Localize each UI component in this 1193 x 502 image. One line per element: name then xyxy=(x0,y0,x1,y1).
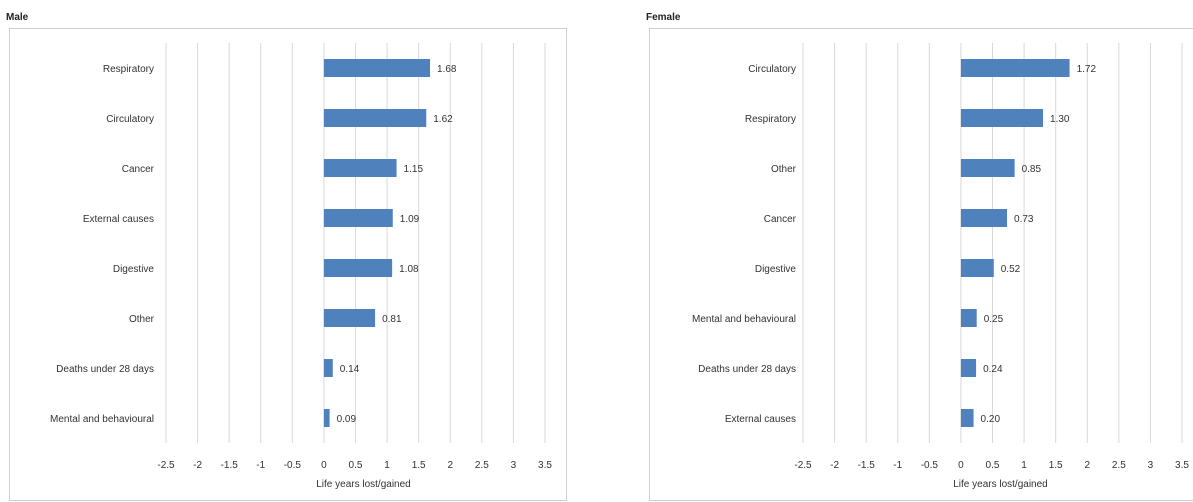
male-bar xyxy=(323,109,427,127)
male-data-label: 1.08 xyxy=(399,264,419,275)
female-x-tick-label: -2 xyxy=(830,460,839,471)
male-x-tick-label: -1 xyxy=(256,460,265,471)
male-bar xyxy=(323,359,333,377)
male-bar xyxy=(323,209,393,227)
female-x-tick-label: 3 xyxy=(1148,460,1154,471)
female-x-tick-label: -2.5 xyxy=(794,460,812,471)
female-chart-border xyxy=(649,28,1193,501)
male-category-label: Deaths under 28 days xyxy=(56,364,154,375)
male-category-label: Mental and behavioural xyxy=(50,414,154,425)
female-category-label: Cancer xyxy=(764,214,797,225)
female-data-label: 0.52 xyxy=(1001,264,1021,275)
male-chart-svg: -2.5 -2 -1.5 -1 -0.5 0 0.5 1 1.5 2 2.5 3 3.5 Life yea… xyxy=(9,28,567,501)
male-x-tick-label: 3 xyxy=(511,460,517,471)
female-bar xyxy=(960,259,994,277)
female-x-tick-label: 0 xyxy=(958,460,964,471)
female-data-label: 1.72 xyxy=(1077,64,1097,75)
female-data-label: 1.30 xyxy=(1050,114,1070,125)
female-category-label: External causes xyxy=(725,414,796,425)
female-x-tick-label: 3.5 xyxy=(1175,460,1189,471)
female-data-label: 0.85 xyxy=(1022,164,1042,175)
male-data-label: 1.62 xyxy=(433,114,453,125)
female-category-label: Mental and behavioural xyxy=(692,314,796,325)
male-data-label: 0.09 xyxy=(337,414,357,425)
male-x-tick-label: 3.5 xyxy=(538,460,552,471)
male-data-label: 1.68 xyxy=(437,64,457,75)
male-x-tick-label: 0.5 xyxy=(349,460,363,471)
male-category-label: Circulatory xyxy=(106,114,154,125)
male-x-tick-label: -0.5 xyxy=(284,460,302,471)
male-data-label: 1.09 xyxy=(400,214,420,225)
male-data-label: 1.15 xyxy=(404,164,424,175)
female-category-label: Respiratory xyxy=(745,114,796,125)
female-category-label: Other xyxy=(771,164,797,175)
female-bar xyxy=(960,409,974,427)
female-x-tick-label: 0.5 xyxy=(986,460,1000,471)
female-category-label: Circulatory xyxy=(748,64,796,75)
female-bar xyxy=(960,59,1070,77)
female-bar xyxy=(960,309,977,327)
male-x-tick-label: 1.5 xyxy=(412,460,426,471)
female-x-tick-label: 2.5 xyxy=(1112,460,1126,471)
female-bar xyxy=(960,109,1044,127)
female-bar xyxy=(960,209,1008,227)
male-x-tick-label: -2.5 xyxy=(157,460,175,471)
male-x-axis-title: Life years lost/gained xyxy=(316,479,411,490)
female-x-axis-title: Life years lost/gained xyxy=(953,479,1048,490)
female-x-tick-label: 1 xyxy=(1021,460,1027,471)
male-category-label: Cancer xyxy=(122,164,155,175)
female-x-tick-label: -1 xyxy=(893,460,902,471)
male-bar xyxy=(323,159,397,177)
female-category-label: Digestive xyxy=(755,264,797,275)
male-chart-border xyxy=(9,28,567,501)
male-category-label: Other xyxy=(129,314,155,325)
female-chart-svg: -2.5 -2 -1.5 -1 -0.5 0 0.5 1 1.5 2 2.5 3 3.5 Life yea… xyxy=(649,28,1193,501)
female-x-tick-label: -1.5 xyxy=(858,460,876,471)
male-data-label: 0.14 xyxy=(340,364,360,375)
male-category-label: Respiratory xyxy=(103,64,154,75)
male-x-tick-label: 0 xyxy=(321,460,327,471)
female-x-tick-label: 2 xyxy=(1084,460,1090,471)
female-chart-title: Female xyxy=(646,12,681,23)
male-x-tick-label: 2 xyxy=(447,460,453,471)
male-bar xyxy=(323,259,393,277)
female-category-label: Deaths under 28 days xyxy=(698,364,796,375)
female-x-tick-label: 1.5 xyxy=(1049,460,1063,471)
male-x-tick-label: 2.5 xyxy=(475,460,489,471)
female-bar xyxy=(960,359,977,377)
male-category-label: External causes xyxy=(83,214,154,225)
male-bar xyxy=(323,59,431,77)
female-data-label: 0.20 xyxy=(981,414,1001,425)
male-bar xyxy=(323,309,376,327)
male-chart-panel: -2.5 -2 -1.5 -1 -0.5 0 0.5 1 1.5 2 2.5 3 3.5 Life yea… xyxy=(6,12,567,501)
male-data-label: 0.81 xyxy=(382,314,402,325)
female-bar xyxy=(960,159,1015,177)
female-data-label: 0.73 xyxy=(1014,214,1034,225)
male-bar xyxy=(323,409,330,427)
male-chart-title: Male xyxy=(6,12,29,23)
male-x-tick-label: 1 xyxy=(384,460,390,471)
female-data-label: 0.24 xyxy=(983,364,1003,375)
male-category-label: Digestive xyxy=(113,264,155,275)
female-data-label: 0.25 xyxy=(984,314,1004,325)
male-x-tick-label: -1.5 xyxy=(221,460,239,471)
male-x-tick-label: -2 xyxy=(193,460,202,471)
female-chart-panel: -2.5 -2 -1.5 -1 -0.5 0 0.5 1 1.5 2 2.5 3 3.5 Life yea… xyxy=(640,0,1193,502)
female-x-tick-label: -0.5 xyxy=(921,460,939,471)
